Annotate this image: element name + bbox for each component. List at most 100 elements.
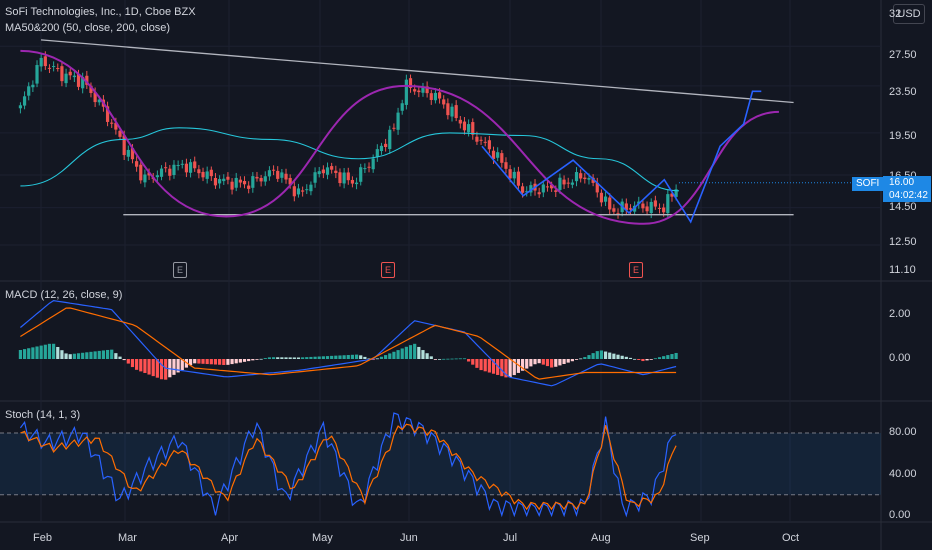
macd-histogram-bar: [110, 349, 114, 359]
earnings-badge[interactable]: E: [381, 262, 395, 278]
candle-body: [242, 181, 247, 185]
macd-histogram-bar: [43, 344, 47, 359]
price-tick: 11.10: [889, 264, 916, 276]
candle-body: [662, 207, 666, 213]
macd-histogram-bar: [491, 359, 496, 374]
stoch-title[interactable]: Stoch (14, 1, 3): [5, 409, 81, 421]
macd-histogram-bar: [583, 357, 587, 359]
candle-body: [525, 191, 529, 193]
macd-histogram-bar: [317, 356, 321, 359]
candle-body: [450, 106, 454, 117]
macd-histogram-bar: [321, 356, 325, 359]
candle-body: [458, 119, 462, 124]
macd-histogram-bar: [338, 355, 342, 359]
macd-histogram-bar: [271, 357, 276, 359]
ma-indicator-label[interactable]: MA50&200 (50, close, 200, close): [5, 22, 171, 34]
earnings-badge[interactable]: E: [173, 262, 187, 278]
last-price-tag: 16.00 04:02:42: [883, 176, 931, 202]
macd-histogram-bar: [263, 358, 267, 359]
macd-histogram-bar: [620, 355, 624, 359]
macd-histogram-bar: [375, 358, 379, 360]
macd-histogram-bar: [251, 359, 255, 361]
earnings-badge[interactable]: E: [629, 262, 643, 278]
candle-body: [222, 178, 226, 182]
macd-histogram-bar: [31, 347, 35, 359]
macd-histogram-bar: [172, 359, 176, 375]
candle-body: [201, 171, 205, 178]
candle-body: [437, 92, 442, 99]
candle-body: [653, 200, 657, 207]
candle-body: [516, 171, 521, 186]
candle-body: [47, 67, 52, 69]
macd-histogram-bar: [541, 359, 545, 365]
candle-body: [375, 149, 379, 157]
candle-body: [417, 90, 421, 93]
macd-histogram-bar: [288, 357, 292, 359]
candle-body: [454, 105, 458, 119]
bar-countdown: 04:02:42: [889, 190, 928, 201]
currency-button[interactable]: USD: [893, 4, 925, 24]
candle-body: [649, 201, 653, 214]
macd-histogram-bar: [359, 355, 363, 359]
macd-histogram-bar: [22, 349, 27, 359]
candle-body: [35, 65, 39, 84]
x-axis-label: May: [312, 532, 333, 544]
macd-histogram-bar: [81, 352, 85, 359]
candle-body: [31, 84, 35, 88]
macd-histogram-bar: [504, 359, 508, 378]
symbol-title[interactable]: SoFi Technologies, Inc., 1D, Cboe BZX: [5, 6, 196, 18]
macd-histogram-bar: [52, 343, 56, 359]
candle-body: [188, 162, 193, 173]
candle-body: [209, 169, 213, 177]
macd-histogram-bar: [280, 357, 284, 359]
candle-body: [545, 186, 550, 188]
candle-body: [367, 166, 371, 168]
x-axis-label: Oct: [782, 532, 800, 544]
last-price-value: 16.00: [889, 177, 915, 188]
candle-body: [296, 188, 301, 195]
candle-body: [396, 112, 400, 130]
macd-histogram-bar: [354, 354, 359, 359]
candle-body: [467, 124, 471, 133]
candle-body: [433, 92, 438, 101]
macd-title[interactable]: MACD (12, 26, close, 9): [5, 289, 123, 301]
candle-body: [429, 93, 433, 100]
macd-histogram-bar: [384, 355, 388, 359]
candle-body: [135, 161, 139, 167]
macd-histogram-bar: [512, 359, 516, 376]
macd-histogram-bar: [135, 359, 139, 370]
candle-body: [263, 176, 267, 182]
macd-histogram-bar: [413, 343, 417, 359]
macd-histogram-bar: [417, 346, 421, 359]
macd-histogram-bar: [164, 359, 168, 380]
candle-body: [292, 186, 296, 197]
macd-histogram-bar: [421, 350, 425, 359]
macd-histogram-bar: [404, 346, 408, 359]
candle-body: [624, 203, 628, 211]
candle-body: [184, 163, 189, 173]
candle-body: [641, 203, 645, 209]
candle-body: [259, 177, 263, 182]
candle-body: [89, 85, 93, 93]
candle-body: [218, 179, 222, 184]
macd-histogram-bar: [89, 351, 93, 359]
macd-histogram-bar: [255, 359, 259, 360]
candle-body: [346, 172, 350, 181]
candle-body: [462, 121, 467, 131]
candle-body: [255, 176, 259, 179]
macd-histogram-bar: [367, 358, 371, 360]
macd-histogram-bar: [379, 356, 384, 359]
candle-body: [599, 192, 604, 203]
macd-histogram-bar: [562, 359, 566, 365]
macd-histogram-bar: [616, 354, 620, 359]
macd-histogram-bar: [85, 352, 89, 359]
macd-histogram-bar: [342, 355, 346, 359]
candle-body: [110, 122, 114, 124]
macd-histogram-bar: [433, 359, 438, 360]
macd-histogram-bar: [396, 350, 400, 359]
candle-body: [491, 150, 496, 159]
x-axis-label: Sep: [690, 532, 710, 544]
macd-histogram-bar: [350, 354, 355, 359]
macd-histogram-bar: [483, 359, 487, 372]
macd-histogram-bar: [429, 356, 433, 359]
